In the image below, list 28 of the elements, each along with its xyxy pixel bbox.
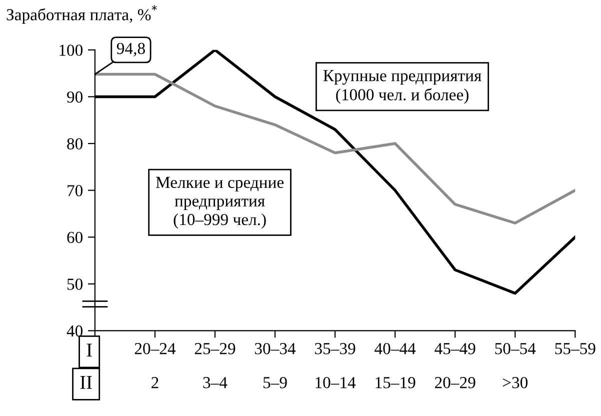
text: Мелкие и средние предприятия (10–999 чел.) (156, 176, 284, 229)
text: 10–14 (316, 376, 356, 388)
y-axis-title: Заработная плата, %$^{*}$ (6, 5, 157, 24)
text: 20–29 (435, 376, 476, 388)
x-axis-title: I (86, 344, 92, 356)
y-tick-label: 40 (66, 325, 83, 337)
y-tick-label: 70 (68, 185, 83, 196)
y-tick-label: 60 (67, 232, 83, 244)
y-tick-label: 80 (67, 138, 83, 150)
text: 15–19 (376, 377, 416, 388)
x-tick-label: 45–49 (434, 343, 476, 354)
x-tick-label: 30–34 (254, 343, 296, 354)
annotation: 94,8 (116, 42, 145, 56)
x-tick-label: 20–24 (134, 343, 176, 354)
text: 5–9 (264, 377, 287, 388)
y-tick-label: 90 (67, 91, 83, 103)
x-tick-label: 40–44 (374, 343, 416, 354)
x-tick-label: 25–29 (194, 343, 236, 354)
y-tick-label: 50 (67, 278, 83, 290)
x-tick-label: 35–39 (315, 343, 356, 354)
text: >30 (502, 376, 528, 388)
x2-axis-title: II (80, 376, 92, 389)
x-tick-label: 55–59 (555, 343, 596, 354)
text: 3–4 (203, 377, 228, 388)
text: 2 (152, 377, 158, 388)
y-tick-label: 100 (60, 44, 83, 56)
series-label: Крупные предприятия (1000 чел. и более) (323, 70, 482, 104)
x-tick-label: 50–54 (495, 343, 536, 354)
